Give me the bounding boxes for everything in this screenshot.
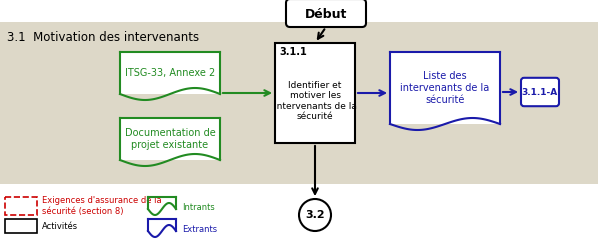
FancyBboxPatch shape — [5, 219, 37, 233]
Text: 3.1.1: 3.1.1 — [279, 47, 307, 57]
Text: Identifier et
motiver les
intervenants de la
sécurité: Identifier et motiver les intervenants d… — [274, 81, 356, 121]
Circle shape — [299, 199, 331, 231]
Text: Début: Début — [305, 7, 347, 21]
Polygon shape — [120, 118, 220, 160]
FancyBboxPatch shape — [286, 0, 366, 27]
Text: Documentation de
projet existante: Documentation de projet existante — [125, 128, 215, 150]
Text: Extrants: Extrants — [182, 225, 217, 233]
Text: Exigences d'assurance de la
sécurité (section 8): Exigences d'assurance de la sécurité (se… — [42, 196, 161, 216]
Text: 3.1.1-A: 3.1.1-A — [522, 87, 558, 97]
FancyBboxPatch shape — [521, 78, 559, 106]
Polygon shape — [120, 52, 220, 94]
FancyBboxPatch shape — [275, 43, 355, 143]
Polygon shape — [148, 219, 176, 231]
Text: Intrants: Intrants — [182, 203, 215, 211]
Text: 3.2: 3.2 — [305, 210, 325, 220]
Polygon shape — [390, 52, 500, 124]
Text: ITSG-33, Annexe 2: ITSG-33, Annexe 2 — [125, 68, 215, 78]
FancyBboxPatch shape — [0, 22, 598, 184]
Polygon shape — [148, 197, 176, 209]
Text: Liste des
intervenants de la
sécurité: Liste des intervenants de la sécurité — [400, 71, 490, 104]
Text: Activités: Activités — [42, 222, 78, 230]
FancyBboxPatch shape — [5, 197, 37, 215]
Text: 3.1  Motivation des intervenants: 3.1 Motivation des intervenants — [7, 31, 199, 44]
